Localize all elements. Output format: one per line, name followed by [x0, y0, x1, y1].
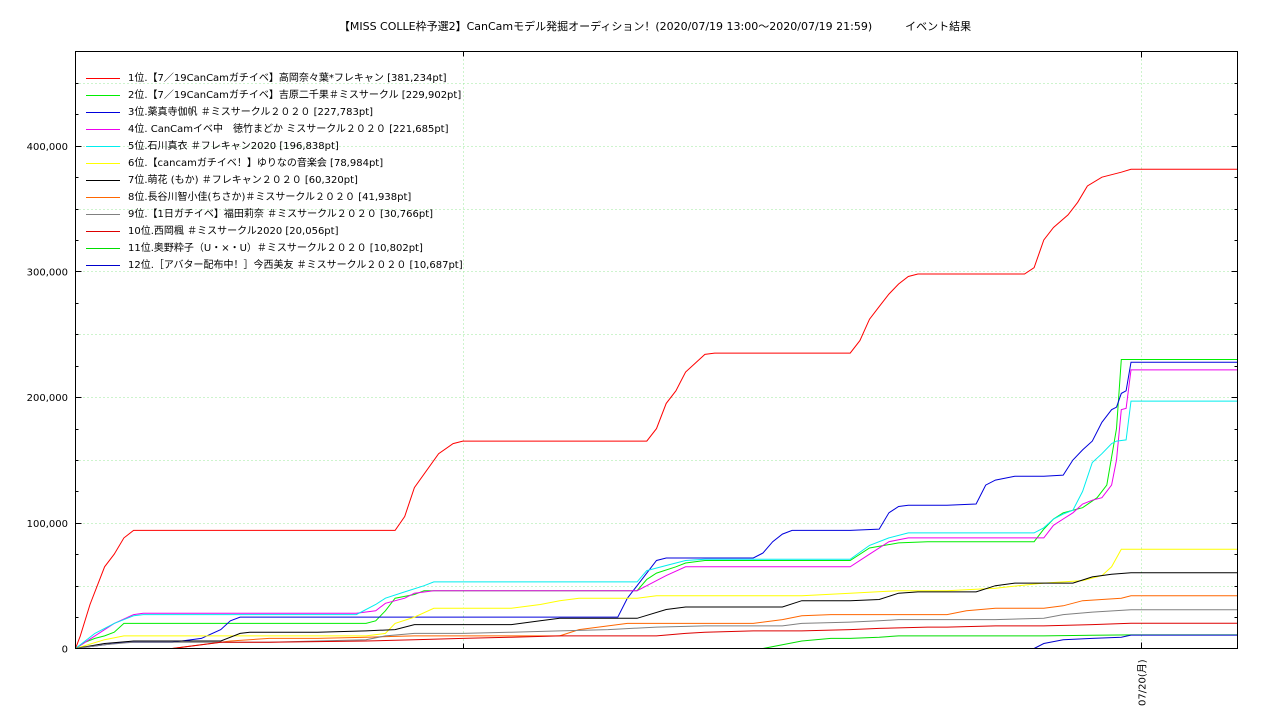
legend-entry-10: 10位.西岡楓 ＃ミスサークル2020 [20,056pt] [86, 223, 463, 240]
legend-label: 8位.長谷川智小佳(ちさか)＃ミスサークル２０２０ [41,938pt] [128, 192, 412, 203]
legend-swatch [86, 197, 120, 198]
series-line-7 [75, 572, 1238, 649]
legend-entry-12: 12位.［アバター配布中！］今西美友 ＃ミスサークル２０２０ [10,687pt… [86, 257, 463, 274]
series-line-2 [75, 359, 1238, 649]
legend-entry-8: 8位.長谷川智小佳(ちさか)＃ミスサークル２０２０ [41,938pt] [86, 189, 463, 206]
legend-swatch [86, 248, 120, 249]
legend-swatch [86, 95, 120, 96]
legend-swatch [86, 78, 120, 79]
series-line-8 [172, 595, 1238, 649]
legend-entry-6: 6位.【cancamガチイベ！】ゆりなの音楽会 [78,984pt] [86, 155, 463, 172]
legend-entry-7: 7位.萌花 (もか) ＃フレキャン２０２０ [60,320pt] [86, 172, 463, 189]
y-tick-label: 0 [62, 645, 68, 656]
plot-frame [75, 51, 1238, 649]
legend-entry-9: 9位.【1日ガチイベ】福田莉奈 ＃ミスサークル２０２０ [30,766pt] [86, 206, 463, 223]
legend-entry-2: 2位.【7／19CanCamガチイベ】吉原二千果＃ミスサークル [229,902… [86, 87, 463, 104]
series-line-6 [75, 548, 1238, 649]
legend-swatch [86, 163, 120, 164]
y-tick-label: 300,000 [27, 267, 68, 278]
legend-entry-11: 11位.奥野粋子（U・×・U）＃ミスサークル２０２０ [10,802pt] [86, 240, 463, 257]
legend-entry-1: 1位.【7／19CanCamガチイベ】高岡奈々葉*フレキャン [381,234p… [86, 70, 463, 87]
legend-swatch [86, 146, 120, 147]
legend-label: 10位.西岡楓 ＃ミスサークル2020 [20,056pt] [128, 226, 339, 237]
series-line-3 [75, 361, 1238, 649]
legend-label: 1位.【7／19CanCamガチイベ】高岡奈々葉*フレキャン [381,234p… [128, 73, 447, 84]
legend-entry-3: 3位.薬真寺伽帆 ＃ミスサークル２０２０ [227,783pt] [86, 104, 463, 121]
series-line-5 [75, 400, 1238, 649]
chart-title: 【MISS COLLE枠予選2】CanCamモデル発掘オーディション！(2020… [338, 20, 972, 33]
legend-entry-5: 5位.石川真衣 ＃フレキャン2020 [196,838pt] [86, 138, 463, 155]
legend-label: 3位.薬真寺伽帆 ＃ミスサークル２０２０ [227,783pt] [128, 107, 374, 118]
legend-swatch [86, 214, 120, 215]
legend-label: 11位.奥野粋子（U・×・U）＃ミスサークル２０２０ [10,802pt] [128, 243, 423, 254]
legend-label: 2位.【7／19CanCamガチイベ】吉原二千果＃ミスサークル [229,902… [128, 90, 462, 101]
series-line-9 [75, 609, 1238, 649]
legend-label: 4位. CanCamイベ中 徳竹まどか ミスサークル２０２０ [221,685p… [128, 124, 449, 135]
legend-label: 12位.［アバター配布中！］今西美友 ＃ミスサークル２０２０ [10,687pt… [128, 260, 463, 271]
grid-lines [75, 51, 1238, 649]
y-tick-label: 200,000 [27, 393, 68, 404]
series-line-10 [172, 622, 1238, 649]
legend-label: 6位.【cancamガチイベ！】ゆりなの音楽会 [78,984pt] [128, 158, 384, 169]
x-tick-label: 07/20(月) [1137, 659, 1149, 706]
legend-entry-4: 4位. CanCamイベ中 徳竹まどか ミスサークル２０２０ [221,685p… [86, 121, 463, 138]
axis-ticks [75, 51, 1238, 649]
series-line-1 [75, 168, 1238, 649]
series-line-4 [75, 369, 1238, 649]
y-tick-label: 400,000 [27, 142, 68, 153]
axis-labels: 0 100,000 200,000 300,000 400,000 07/20(月) [27, 142, 1149, 706]
legend: 1位.【7／19CanCamガチイベ】高岡奈々葉*フレキャン [381,234p… [86, 70, 463, 274]
series-lines [75, 168, 1238, 649]
legend-label: 7位.萌花 (もか) ＃フレキャン２０２０ [60,320pt] [128, 175, 358, 186]
legend-swatch [86, 112, 120, 113]
legend-swatch [86, 231, 120, 232]
legend-swatch [86, 180, 120, 181]
legend-label: 9位.【1日ガチイベ】福田莉奈 ＃ミスサークル２０２０ [30,766pt] [128, 209, 434, 220]
legend-swatch [86, 129, 120, 130]
series-line-12 [1033, 634, 1238, 649]
y-tick-label: 100,000 [27, 519, 68, 530]
series-line-11 [762, 634, 1238, 649]
legend-label: 5位.石川真衣 ＃フレキャン2020 [196,838pt] [128, 141, 339, 152]
legend-swatch [86, 265, 120, 266]
